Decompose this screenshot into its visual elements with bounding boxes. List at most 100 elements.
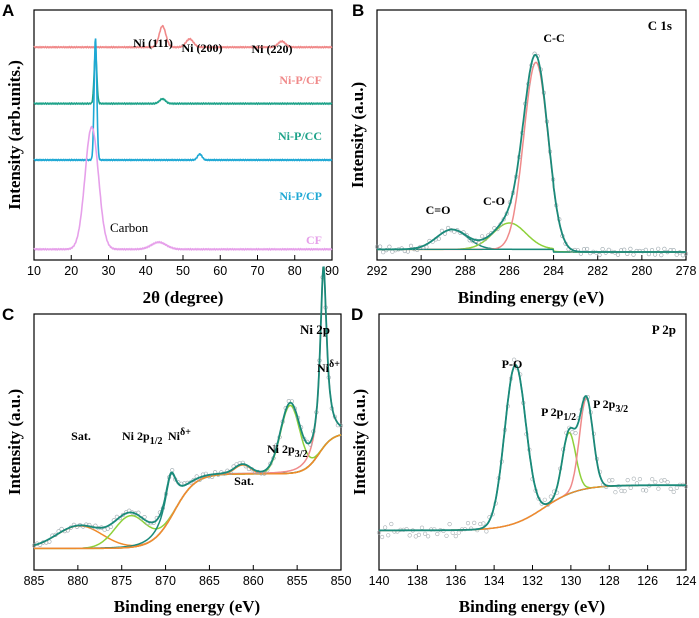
- panel-d-tick-label: 140: [369, 574, 390, 588]
- panel-a-legend-ni-p-cf: Ni-P/CF: [279, 73, 322, 87]
- panel-a-tick-label: 90: [325, 264, 339, 278]
- panel-a-x-axis-label: 2θ (degree): [143, 288, 224, 307]
- panel-b-data-point: [659, 253, 664, 258]
- panel-a-tick-label: 10: [27, 264, 41, 278]
- panel-c-tick-label: 865: [199, 574, 220, 588]
- panel-a-y-axis-label: Intensity (arb.units.): [5, 60, 24, 210]
- panel-c-tick-label: 880: [67, 574, 88, 588]
- panel-d-data-point: [453, 533, 458, 539]
- panel-a-annotation-ni220: Ni (220): [252, 42, 293, 56]
- panel-d-x-ticks: 140 138 136 134 132 130 128 126 124: [369, 565, 697, 588]
- panel-d-tick-label: 128: [599, 574, 620, 588]
- panel-d-data-point: [380, 534, 385, 540]
- panel-d-data-point: [637, 477, 643, 482]
- panel-b-tick-label: 282: [587, 264, 608, 278]
- panel-c-x-ticks: 885 880 875 870 865 860 855 850: [24, 565, 352, 588]
- panel-d-x-axis-label: Binding energy (eV): [459, 597, 605, 616]
- panel-d-title: P 2p: [652, 322, 676, 337]
- panel-c-tick-label: 850: [331, 574, 352, 588]
- panel-d-data-point: [511, 357, 517, 362]
- panel-a-annotation-ni200: Ni (200): [182, 41, 223, 55]
- panel-d-label: D: [351, 305, 363, 324]
- panel-d-data-point: [662, 478, 667, 483]
- panel-c-title: Ni 2p: [300, 322, 330, 337]
- panel-c-tick-label: 870: [155, 574, 176, 588]
- panel-c-annotation-sat-1: Sat.: [71, 429, 91, 443]
- panel-b-component-1: [377, 222, 686, 253]
- panel-d-data-point: [542, 497, 547, 502]
- panel-c-annotation-nid-1: Niδ+: [168, 427, 191, 443]
- panel-c-annotation-nid-2: Niδ+: [317, 359, 340, 375]
- panel-d-data-point: [668, 486, 673, 492]
- panel-c-data-point: [262, 471, 267, 476]
- panel-b-label: B: [352, 1, 364, 20]
- panel-d-tick-label: 126: [637, 574, 658, 588]
- panel-c-envelope: [33, 266, 342, 547]
- panel-d-data-point: [478, 521, 483, 527]
- panel-d-data-point: [607, 478, 612, 483]
- panel-c-tick-label: 855: [287, 574, 308, 588]
- panel-b-tick-label: 280: [631, 264, 652, 278]
- panel-d-envelope: [379, 364, 686, 532]
- panel-d-tick-label: 132: [522, 574, 543, 588]
- panel-a-label: A: [2, 1, 14, 20]
- panel-a-tick-label: 20: [64, 264, 78, 278]
- panel-a-tick-label: 70: [251, 264, 265, 278]
- panel-b-tick-label: 278: [676, 264, 697, 278]
- panel-b-envelope: [377, 53, 686, 253]
- panel-d-annotation-p2p12: P 2p1/2: [541, 405, 576, 423]
- panel-c-background: [34, 434, 342, 550]
- panel-a-annotation-carbon: Carbon: [110, 220, 149, 235]
- panel-b-tick-label: 288: [455, 264, 476, 278]
- panel-d-data-point: [622, 489, 627, 494]
- panel-b-data-point: [408, 243, 414, 248]
- panel-d-data-point: [444, 533, 449, 538]
- panel-b-data-point: [652, 252, 658, 257]
- panel-a-tick-label: 50: [176, 264, 190, 278]
- panel-a-series-2: [33, 38, 333, 162]
- panel-d-data-point: [426, 534, 431, 539]
- panel-d-data-point: [389, 521, 394, 527]
- panel-b-data-point: [387, 244, 392, 249]
- panel-b-tick-label: 292: [367, 264, 388, 278]
- panel-d-data-point: [456, 530, 461, 535]
- panel-a-x-ticks: 10 20 30 40 50 60 70 80 90: [27, 255, 339, 278]
- panel-c-data-point: [120, 512, 126, 518]
- panel-d-data-point: [450, 530, 455, 535]
- panel-d-background: [379, 484, 686, 532]
- panel-b-tick-label: 286: [499, 264, 520, 278]
- panel-a-annotation-ni111: Ni (111): [133, 36, 173, 50]
- panel-b-data-point: [476, 241, 482, 246]
- panel-b-component-2: [377, 61, 686, 253]
- panel-b-data-point: [480, 234, 485, 239]
- panel-c-annotation-ni2p32: Ni 2p3/2: [267, 442, 307, 460]
- panel-a-legend-cf: CF: [306, 233, 322, 247]
- panel-c-y-axis-label: Intensity (a.u.): [5, 389, 24, 495]
- panel-d-tick-label: 124: [676, 574, 697, 588]
- panel-c-tick-label: 860: [243, 574, 264, 588]
- panel-b-tick-label: 290: [411, 264, 432, 278]
- panel-c-frame: [33, 313, 342, 571]
- panel-b-data-point: [656, 246, 661, 251]
- panel-d-data-point: [386, 533, 391, 538]
- panel-d-data-point: [674, 485, 679, 491]
- panel-b-frame: [376, 9, 687, 261]
- panel-b: B 292 290 288 286 284 282 280 278 C 1s C=O C-O …: [348, 1, 696, 307]
- panel-d-annotation-p-o: P-O: [502, 357, 523, 371]
- panel-d-data-point: [407, 533, 412, 538]
- panel-b-data-point: [584, 246, 590, 252]
- panel-b-component-0: [377, 228, 686, 253]
- panel-c-curves: [31, 266, 344, 550]
- panel-d-y-axis-label: Intensity (a.u.): [350, 389, 369, 495]
- panel-d-data-point: [447, 521, 452, 527]
- panel-a-legend-ni-p-cc: Ni-P/CC: [278, 129, 322, 143]
- panel-d-data-point: [650, 477, 655, 482]
- panel-d-data-point: [625, 478, 630, 483]
- panel-b-data-point: [600, 247, 605, 252]
- panel-a-legend-ni-p-cp: Ni-P/CP: [279, 189, 322, 203]
- panel-d-data-point: [484, 529, 489, 534]
- panel-a-series-1: [33, 51, 333, 106]
- panel-d-data-point: [548, 494, 554, 499]
- panel-d-data-point: [416, 532, 422, 538]
- panel-b-data-point: [662, 246, 667, 251]
